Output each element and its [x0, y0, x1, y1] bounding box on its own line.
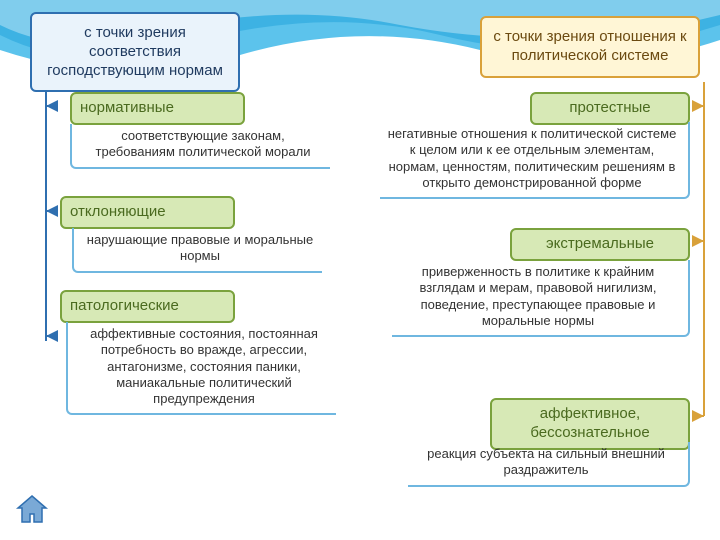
left-column: с точки зрения соответствия господствующ… — [0, 0, 360, 540]
diagram-root: с точки зрения соответствия господствующ… — [0, 0, 720, 540]
left-header: с точки зрения соответствия господствующ… — [30, 12, 240, 92]
right-desc-2: реакция субъекта на сильный внешний разд… — [408, 442, 690, 487]
right-header: с точки зрения отношения к политической … — [480, 16, 700, 78]
left-label-2: патологические — [60, 290, 235, 323]
right-column: с точки зрения отношения к политической … — [360, 0, 720, 540]
left-desc-0: соответствующие законам, требованиям пол… — [70, 124, 330, 169]
right-desc-1: приверженность в политике к крайним взгл… — [392, 260, 690, 337]
home-button[interactable] — [14, 492, 50, 528]
left-desc-2: аффективные состояния, постоянная потреб… — [66, 322, 336, 415]
right-label-1: экстремальные — [510, 228, 690, 261]
home-icon — [14, 492, 50, 528]
left-label-0: нормативные — [70, 92, 245, 125]
right-desc-0: негативные отношения к политической сист… — [380, 122, 690, 199]
right-label-0: протестные — [530, 92, 690, 125]
left-desc-1: нарушающие правовые и моральные нормы — [72, 228, 322, 273]
left-label-1: отклоняющие — [60, 196, 235, 229]
right-connector — [690, 16, 714, 516]
